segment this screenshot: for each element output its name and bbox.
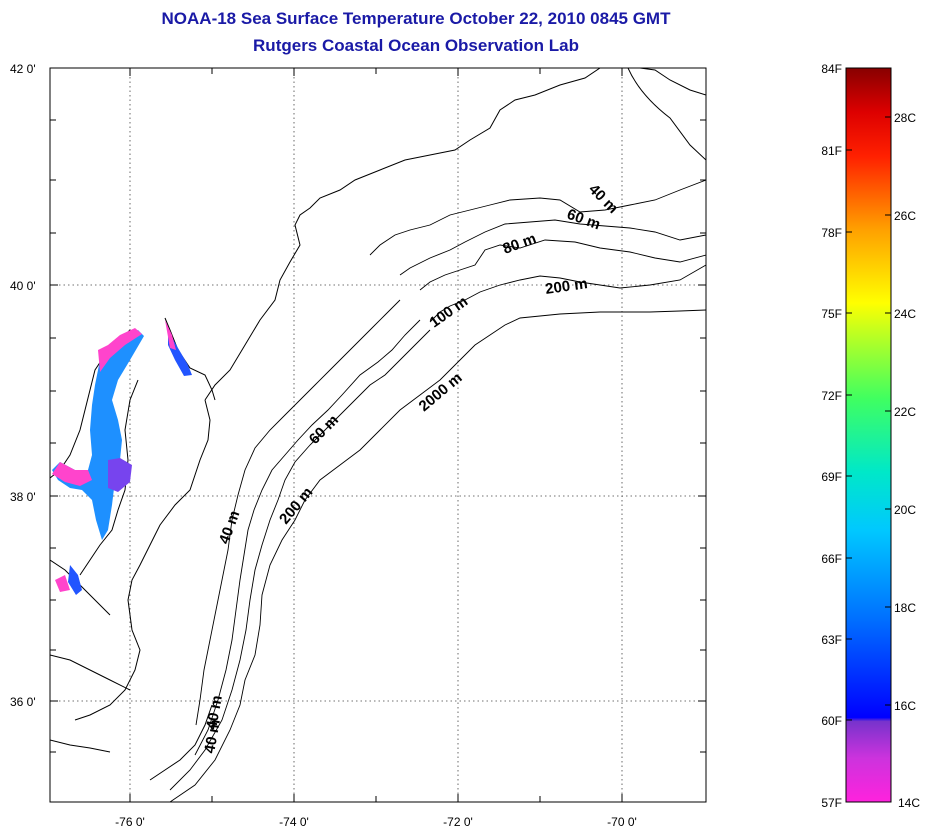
lon-label: -70 0' bbox=[607, 815, 637, 829]
lon-label: -72 0' bbox=[443, 815, 473, 829]
colorbar-label-c: 18C bbox=[894, 601, 916, 615]
colorbar-label-f: 75F bbox=[821, 307, 842, 321]
contour-label: 200 m bbox=[544, 275, 588, 298]
lat-label: 38 0' bbox=[10, 490, 36, 504]
colorbar-label-f: 63F bbox=[821, 633, 842, 647]
colorbar-label-f: 57F bbox=[821, 796, 842, 810]
map-frame bbox=[49, 67, 707, 803]
colorbar-label-c: 22C bbox=[894, 405, 916, 419]
lon-label: -76 0' bbox=[115, 815, 145, 829]
lat-label: 40 0' bbox=[10, 279, 36, 293]
contour-label: 40 m bbox=[201, 718, 224, 755]
colorbar-label-f: 66F bbox=[821, 552, 842, 566]
sst-water bbox=[52, 320, 192, 595]
lat-label: 42 0' bbox=[10, 62, 36, 76]
colorbar-label-c: 26C bbox=[894, 209, 916, 223]
bathymetry-contours bbox=[169, 179, 706, 802]
lat-label: 36 0' bbox=[10, 695, 36, 709]
colorbar: 84F 81F 78F 75F 72F 69F 66F 63F 60F 57F … bbox=[821, 62, 920, 810]
colorbar-label-f: 72F bbox=[821, 389, 842, 403]
colorbar-label-c: 28C bbox=[894, 111, 916, 125]
colorbar-label-f: 81F bbox=[821, 144, 842, 158]
colorbar-label-f: 78F bbox=[821, 226, 842, 240]
colorbar-gradient bbox=[845, 67, 892, 803]
colorbar-label-f: 84F bbox=[821, 62, 842, 76]
axis-ticks bbox=[50, 68, 706, 802]
colorbar-label-c: 16C bbox=[894, 699, 916, 713]
lon-label: -74 0' bbox=[279, 815, 309, 829]
colorbar-label-c: 20C bbox=[894, 503, 916, 517]
coastline bbox=[50, 68, 706, 781]
colorbar-label-c: 24C bbox=[894, 307, 916, 321]
map-title: NOAA-18 Sea Surface Temperature October … bbox=[161, 9, 671, 28]
graticule bbox=[50, 68, 706, 802]
colorbar-label-f: 60F bbox=[821, 714, 842, 728]
map-subtitle: Rutgers Coastal Ocean Observation Lab bbox=[253, 36, 579, 55]
colorbar-label-f: 69F bbox=[821, 470, 842, 484]
colorbar-label-c: 14C bbox=[898, 796, 920, 810]
contour-label: 40 m bbox=[203, 694, 226, 731]
